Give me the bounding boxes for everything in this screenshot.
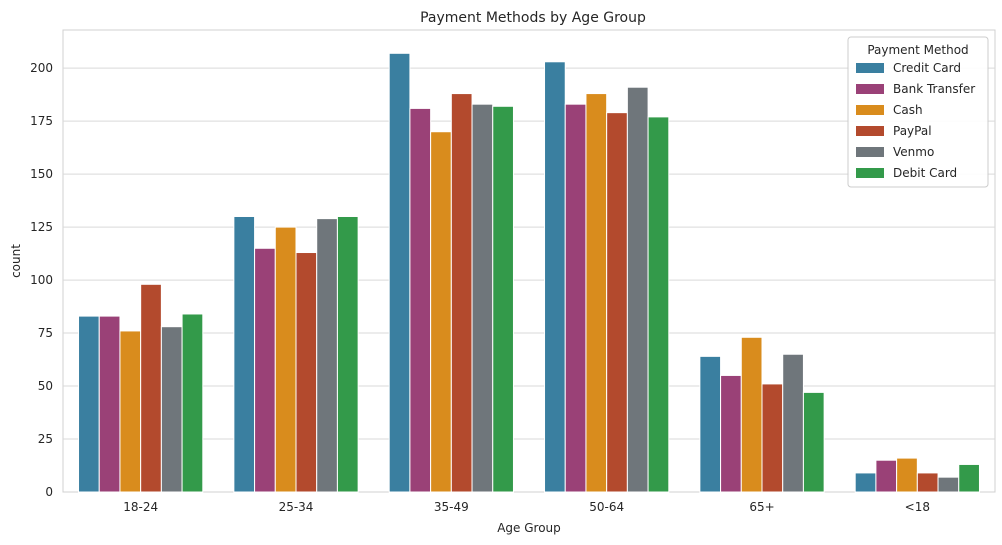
bar xyxy=(916,472,939,493)
bar xyxy=(875,459,898,493)
y-tick-label: 25 xyxy=(38,432,53,446)
y-tick-label: 125 xyxy=(30,220,53,234)
bar xyxy=(471,103,494,493)
bar xyxy=(78,315,100,493)
gridlines xyxy=(63,67,995,440)
bar xyxy=(564,103,587,493)
legend-items: Credit Card Bank Transfer Cash PayPal Venmo D… xyxy=(856,61,975,180)
legend-entry: Venmo xyxy=(893,145,934,159)
bar xyxy=(430,131,452,493)
legend-entry: Bank Transfer xyxy=(893,82,975,96)
legend-swatch xyxy=(856,105,884,115)
y-tick-label: 175 xyxy=(30,114,53,128)
bar xyxy=(854,472,877,493)
bar xyxy=(740,336,763,493)
bar xyxy=(160,326,183,493)
plot-area xyxy=(62,29,996,493)
bar xyxy=(647,116,670,493)
bar xyxy=(761,383,784,493)
bar xyxy=(937,476,960,493)
legend-entry: Debit Card xyxy=(893,166,957,180)
legend-swatch xyxy=(856,126,884,136)
legend-entry: PayPal xyxy=(893,124,932,138)
bar xyxy=(409,107,432,493)
legend-swatch xyxy=(856,63,884,73)
legend-title: Payment Method xyxy=(867,43,968,57)
legend-swatch xyxy=(856,147,884,157)
bar xyxy=(295,252,318,493)
legend-swatch xyxy=(856,168,884,178)
x-tick-label: 35-49 xyxy=(434,500,469,514)
bar xyxy=(274,226,297,493)
bar xyxy=(181,313,204,493)
y-tick-label: 100 xyxy=(30,273,53,287)
bar xyxy=(626,86,649,493)
x-tick-label: 65+ xyxy=(749,500,774,514)
bar xyxy=(233,215,256,493)
bar xyxy=(782,353,804,493)
chart-title: Payment Methods by Age Group xyxy=(420,10,646,26)
bar xyxy=(585,93,608,493)
x-tick-label: <18 xyxy=(905,500,930,514)
bar xyxy=(388,52,411,493)
bar xyxy=(802,391,825,493)
legend-entry: Credit Card xyxy=(893,61,961,75)
bar xyxy=(316,218,338,493)
legend-swatch xyxy=(856,84,884,94)
bar xyxy=(699,355,722,493)
y-tick-label: 0 xyxy=(45,485,53,499)
bar xyxy=(492,105,514,493)
x-tick-label: 25-34 xyxy=(279,500,314,514)
y-tick-label: 50 xyxy=(38,379,53,393)
bar xyxy=(606,112,628,493)
bar xyxy=(98,315,121,493)
y-tick-label: 150 xyxy=(30,167,53,181)
y-tick-label: 75 xyxy=(38,326,53,340)
bar xyxy=(544,61,566,493)
bar xyxy=(336,215,359,493)
bar xyxy=(720,374,742,493)
y-axis-title: count xyxy=(9,244,23,278)
x-axis-ticks: 18-24 25-34 35-49 50-64 65+ <18 xyxy=(123,500,930,514)
x-tick-label: 18-24 xyxy=(123,500,158,514)
legend-entry: Cash xyxy=(893,103,923,117)
x-axis-title: Age Group xyxy=(497,521,561,535)
bar xyxy=(958,463,980,493)
x-tick-label: 50-64 xyxy=(589,500,624,514)
y-axis-ticks: 0 25 50 75 100 125 150 175 200 xyxy=(30,61,53,499)
bar xyxy=(119,330,142,493)
bar xyxy=(450,93,473,493)
bar xyxy=(896,457,918,493)
y-tick-label: 200 xyxy=(30,61,53,75)
bars xyxy=(78,52,980,493)
bar xyxy=(140,283,162,493)
bar xyxy=(254,247,276,493)
